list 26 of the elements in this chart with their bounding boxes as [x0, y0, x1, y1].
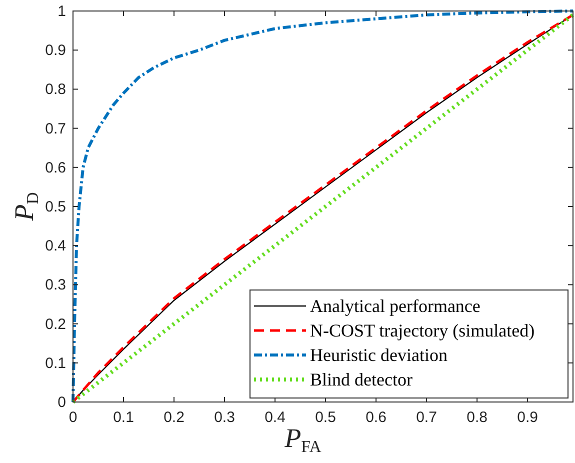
x-tick-label: 0.2 [164, 409, 184, 426]
legend-label: Blind detector [310, 370, 412, 390]
x-axis-title: P$_{FA}$ [284, 423, 322, 456]
x-tick-label: 0.8 [466, 409, 488, 426]
y-tick-label: 0.6 [45, 159, 66, 176]
x-tick-label: 0.4 [264, 409, 286, 426]
y-tick-label: 0.1 [45, 354, 66, 372]
x-tick-label: 0.1 [113, 409, 134, 426]
legend-label: N-COST trajectory (simulated) [310, 320, 535, 340]
y-tick-label: 0.7 [45, 120, 66, 138]
x-tick-label: 0 [68, 409, 78, 426]
y-tick-label: 0 [58, 394, 66, 411]
x-tick-label: 0.3 [214, 409, 235, 426]
y-tick-label: 0.4 [45, 238, 66, 255]
x-tick-label: 0.5 [315, 409, 336, 426]
legend-label: Analytical performance [310, 296, 480, 316]
x-tick-label: 0.7 [416, 409, 437, 426]
y-tick-label: 0.9 [45, 42, 66, 60]
y-tick-label: 1 [58, 3, 66, 20]
x-tick-label: 0.9 [517, 409, 538, 426]
legend-label: Heuristic deviation [310, 345, 448, 365]
y-tick-label: 0.3 [45, 276, 66, 294]
y-tick-label: 0.2 [45, 316, 66, 333]
y-tick-label: 0.5 [45, 198, 66, 216]
x-tick-label: 0.6 [366, 409, 386, 426]
y-tick-label: 0.8 [45, 81, 66, 98]
